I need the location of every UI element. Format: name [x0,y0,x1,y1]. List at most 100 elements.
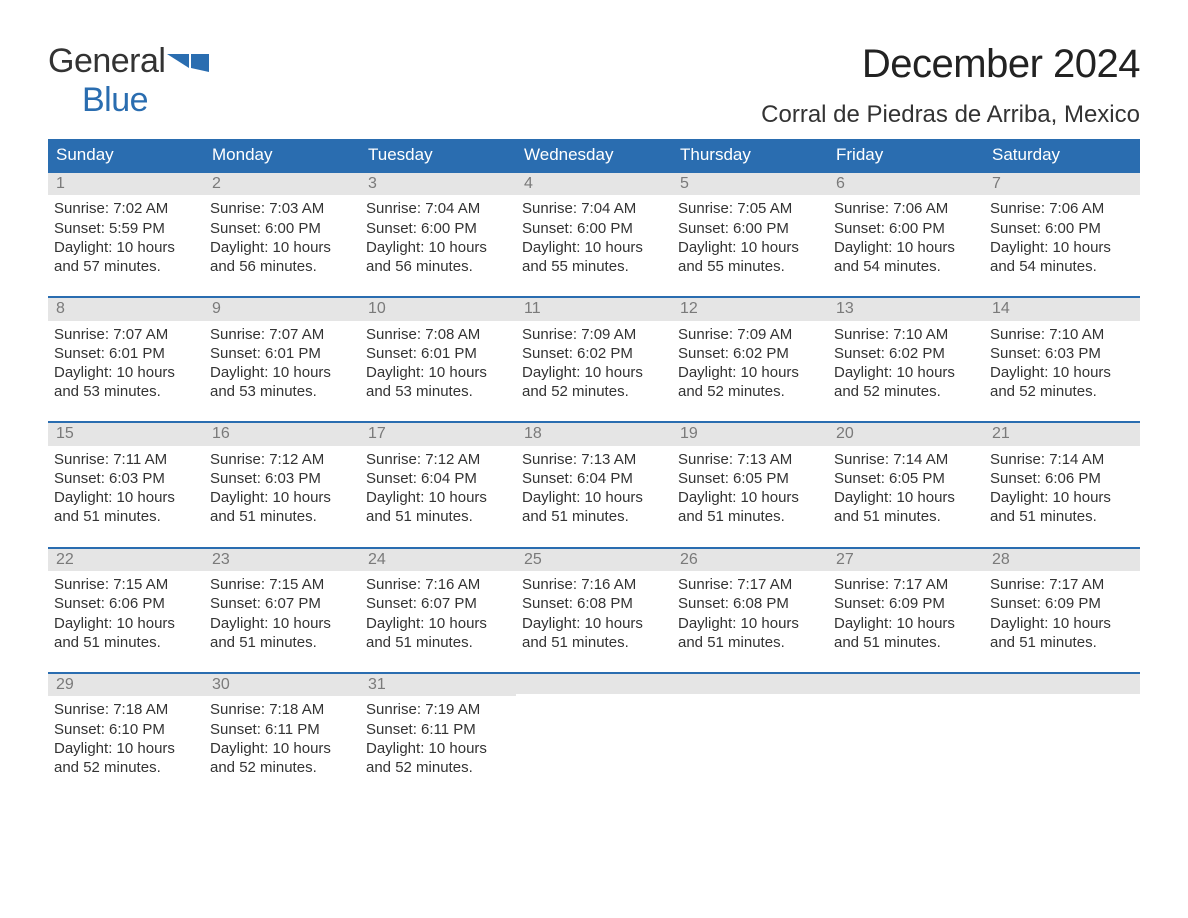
sunrise-text: Sunrise: 7:18 AM [210,700,354,719]
day-cell: 14Sunrise: 7:10 AMSunset: 6:03 PMDayligh… [984,298,1140,407]
header: General Blue December 2024 Corral de Pie… [48,42,1140,129]
sunrise-text: Sunrise: 7:08 AM [366,325,510,344]
day-cell: 28Sunrise: 7:17 AMSunset: 6:09 PMDayligh… [984,549,1140,658]
daylight-text: and 51 minutes. [366,507,510,526]
day-number: 27 [828,549,984,571]
day-number: 8 [48,298,204,320]
day-cell [828,674,984,783]
daylight-text: Daylight: 10 hours [522,238,666,257]
daylight-text: and 52 minutes. [54,758,198,777]
day-header: Wednesday [516,139,672,171]
day-cell: 21Sunrise: 7:14 AMSunset: 6:06 PMDayligh… [984,423,1140,532]
day-number: 15 [48,423,204,445]
daylight-text: and 51 minutes. [210,507,354,526]
sunrise-text: Sunrise: 7:09 AM [522,325,666,344]
daylight-text: and 53 minutes. [366,382,510,401]
sunrise-text: Sunrise: 7:06 AM [990,199,1134,218]
sunset-text: Sunset: 6:09 PM [990,594,1134,613]
sunset-text: Sunset: 6:00 PM [366,219,510,238]
day-number: 1 [48,173,204,195]
daylight-text: and 51 minutes. [522,633,666,652]
sunset-text: Sunset: 6:00 PM [834,219,978,238]
day-cell: 27Sunrise: 7:17 AMSunset: 6:09 PMDayligh… [828,549,984,658]
day-cell: 15Sunrise: 7:11 AMSunset: 6:03 PMDayligh… [48,423,204,532]
day-number: 9 [204,298,360,320]
day-cell: 19Sunrise: 7:13 AMSunset: 6:05 PMDayligh… [672,423,828,532]
location: Corral de Piedras de Arriba, Mexico [761,101,1140,129]
week-row: 8Sunrise: 7:07 AMSunset: 6:01 PMDaylight… [48,296,1140,407]
day-cell: 5Sunrise: 7:05 AMSunset: 6:00 PMDaylight… [672,173,828,282]
sunrise-text: Sunrise: 7:07 AM [210,325,354,344]
sunrise-text: Sunrise: 7:13 AM [522,450,666,469]
day-number: 4 [516,173,672,195]
logo-text-general: General [48,42,165,80]
daylight-text: and 54 minutes. [834,257,978,276]
daylight-text: Daylight: 10 hours [366,363,510,382]
day-cell: 30Sunrise: 7:18 AMSunset: 6:11 PMDayligh… [204,674,360,783]
sunset-text: Sunset: 6:00 PM [678,219,822,238]
sunset-text: Sunset: 6:05 PM [834,469,978,488]
day-number: 28 [984,549,1140,571]
sunset-text: Sunset: 6:06 PM [990,469,1134,488]
daylight-text: Daylight: 10 hours [678,238,822,257]
daylight-text: Daylight: 10 hours [54,238,198,257]
day-cell: 31Sunrise: 7:19 AMSunset: 6:11 PMDayligh… [360,674,516,783]
sunrise-text: Sunrise: 7:19 AM [366,700,510,719]
day-cell: 18Sunrise: 7:13 AMSunset: 6:04 PMDayligh… [516,423,672,532]
sunrise-text: Sunrise: 7:17 AM [834,575,978,594]
sunset-text: Sunset: 6:00 PM [990,219,1134,238]
day-number: 3 [360,173,516,195]
day-number: 10 [360,298,516,320]
day-number: 26 [672,549,828,571]
day-header: Tuesday [360,139,516,171]
daylight-text: and 52 minutes. [990,382,1134,401]
daylight-text: Daylight: 10 hours [678,614,822,633]
daylight-text: Daylight: 10 hours [522,614,666,633]
daylight-text: Daylight: 10 hours [990,614,1134,633]
daylight-text: and 52 minutes. [210,758,354,777]
daylight-text: and 51 minutes. [522,507,666,526]
day-cell: 7Sunrise: 7:06 AMSunset: 6:00 PMDaylight… [984,173,1140,282]
sunset-text: Sunset: 5:59 PM [54,219,198,238]
day-header: Sunday [48,139,204,171]
daylight-text: Daylight: 10 hours [54,739,198,758]
day-cell: 1Sunrise: 7:02 AMSunset: 5:59 PMDaylight… [48,173,204,282]
day-number: 2 [204,173,360,195]
sunset-text: Sunset: 6:01 PM [210,344,354,363]
day-cell: 10Sunrise: 7:08 AMSunset: 6:01 PMDayligh… [360,298,516,407]
daylight-text: and 56 minutes. [366,257,510,276]
sunset-text: Sunset: 6:05 PM [678,469,822,488]
day-number: 13 [828,298,984,320]
day-header: Friday [828,139,984,171]
daylight-text: Daylight: 10 hours [834,614,978,633]
sunset-text: Sunset: 6:04 PM [366,469,510,488]
daylight-text: Daylight: 10 hours [990,238,1134,257]
day-number: 17 [360,423,516,445]
daylight-text: and 51 minutes. [834,633,978,652]
daylight-text: Daylight: 10 hours [54,488,198,507]
day-number: 30 [204,674,360,696]
day-number: 16 [204,423,360,445]
day-number [828,674,984,694]
daylight-text: Daylight: 10 hours [366,739,510,758]
day-cell: 12Sunrise: 7:09 AMSunset: 6:02 PMDayligh… [672,298,828,407]
day-header: Thursday [672,139,828,171]
sunset-text: Sunset: 6:03 PM [990,344,1134,363]
sunrise-text: Sunrise: 7:06 AM [834,199,978,218]
daylight-text: and 52 minutes. [678,382,822,401]
daylight-text: Daylight: 10 hours [210,614,354,633]
sunset-text: Sunset: 6:01 PM [54,344,198,363]
sunrise-text: Sunrise: 7:17 AM [678,575,822,594]
daylight-text: and 51 minutes. [54,507,198,526]
daylight-text: Daylight: 10 hours [366,488,510,507]
sunset-text: Sunset: 6:08 PM [678,594,822,613]
daylight-text: and 51 minutes. [834,507,978,526]
day-cell: 2Sunrise: 7:03 AMSunset: 6:00 PMDaylight… [204,173,360,282]
sunset-text: Sunset: 6:10 PM [54,720,198,739]
day-cell: 13Sunrise: 7:10 AMSunset: 6:02 PMDayligh… [828,298,984,407]
day-number: 20 [828,423,984,445]
sunset-text: Sunset: 6:07 PM [366,594,510,613]
daylight-text: Daylight: 10 hours [990,363,1134,382]
day-number: 6 [828,173,984,195]
sunrise-text: Sunrise: 7:03 AM [210,199,354,218]
